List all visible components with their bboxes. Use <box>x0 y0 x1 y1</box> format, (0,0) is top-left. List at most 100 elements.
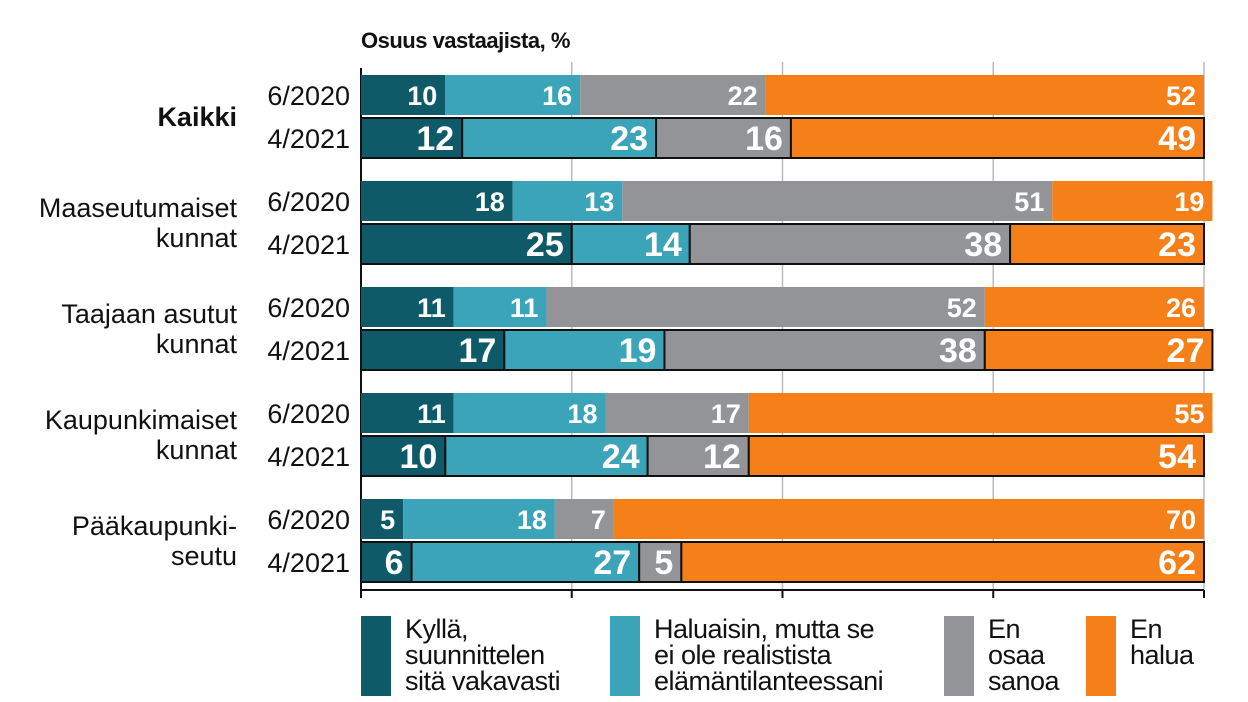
group-label: seutu <box>171 541 237 571</box>
data-label: 11 <box>417 293 446 323</box>
bar-segment <box>688 223 1012 265</box>
data-label: 62 <box>1158 544 1196 582</box>
bar-segment <box>360 329 506 371</box>
bar-segment <box>512 181 623 221</box>
legend-item-would-like: Haluaisin, mutta se ei ole realistista e… <box>610 614 884 696</box>
bar-segment <box>638 541 683 583</box>
legend-label: En osaa sanoa <box>988 614 1060 696</box>
data-label: 5 <box>380 505 395 535</box>
bar-segment <box>1052 181 1213 221</box>
data-label: 12 <box>703 438 741 476</box>
legend-swatch <box>361 616 391 696</box>
bar-segment <box>748 393 1213 433</box>
data-label: 18 <box>517 505 547 535</box>
period-label: 4/2021 <box>267 548 350 578</box>
legend-swatch <box>610 616 640 696</box>
bar-segment <box>765 75 1204 115</box>
bar-segment <box>461 117 658 159</box>
group-label: kunnat <box>156 435 238 465</box>
bar-segment <box>361 75 446 115</box>
legend-swatch <box>944 616 974 696</box>
bar-segment <box>361 287 454 327</box>
data-label: 6 <box>385 544 404 582</box>
bar-segment <box>680 541 1205 583</box>
bar-segment <box>445 75 581 115</box>
bar-segment <box>361 499 404 539</box>
bar-segment <box>554 499 614 539</box>
data-label: 13 <box>584 187 614 217</box>
bar-segment <box>646 435 750 477</box>
bar-segment <box>361 393 454 433</box>
data-label: 18 <box>475 187 505 217</box>
data-label: 16 <box>745 120 783 158</box>
period-label: 4/2021 <box>267 442 350 472</box>
bar-segment <box>1009 223 1205 265</box>
group-label: kunnat <box>156 223 238 253</box>
bar-segment <box>605 393 749 433</box>
data-label: 5 <box>654 544 673 582</box>
period-label: 6/2020 <box>267 187 350 217</box>
chart-subtitle: Osuus vastaajista, % <box>361 28 570 53</box>
bar-segment <box>453 393 606 433</box>
bar-segment <box>622 181 1053 221</box>
legend-item-no: En halua <box>1086 616 1194 696</box>
period-label: 6/2020 <box>267 399 350 429</box>
data-label: 16 <box>542 81 572 111</box>
data-label: 55 <box>1174 399 1204 429</box>
bar-segment <box>789 117 1205 159</box>
data-label: 38 <box>939 332 977 370</box>
data-label: 49 <box>1158 120 1196 158</box>
data-label: 18 <box>567 399 597 429</box>
bar-segment <box>747 435 1206 477</box>
bar-segment <box>546 287 985 327</box>
bar-segment <box>984 287 1204 327</box>
data-label: 22 <box>728 81 758 111</box>
data-label: 25 <box>526 226 564 264</box>
data-label: 24 <box>602 438 640 476</box>
data-label: 70 <box>1166 505 1196 535</box>
group-label: Pääkaupunki- <box>72 511 237 541</box>
period-label: 4/2021 <box>267 336 350 366</box>
legend-item-yes: Kyllä, suunnittelen sitä vakavasti <box>361 616 561 696</box>
group-label: Kaikki <box>157 102 237 132</box>
bar-segment <box>580 75 766 115</box>
group-label: Taajaan asutut <box>61 299 237 329</box>
data-label: 23 <box>610 120 648 158</box>
data-label: 26 <box>1166 293 1196 323</box>
data-label: 23 <box>1158 226 1196 264</box>
data-label: 12 <box>416 120 454 158</box>
data-label: 19 <box>619 332 657 370</box>
data-label: 14 <box>644 226 682 264</box>
data-label: 17 <box>711 399 741 429</box>
bar-segment <box>570 223 691 265</box>
period-label: 6/2020 <box>267 293 350 323</box>
data-label: 27 <box>1167 332 1205 370</box>
legend-label: Haluaisin, mutta se ei ole realistista e… <box>654 614 884 696</box>
period-label: 6/2020 <box>267 81 350 111</box>
bar-segment <box>361 181 513 221</box>
bar-segment <box>360 117 464 159</box>
bar-segment <box>410 541 641 583</box>
data-label: 51 <box>1014 187 1044 217</box>
legend-label: En halua <box>1130 614 1194 670</box>
data-label: 52 <box>947 293 977 323</box>
data-label: 38 <box>964 226 1002 264</box>
data-label: 7 <box>591 505 606 535</box>
group-label: Kaupunkimaiset <box>45 405 238 435</box>
bar-segment <box>613 499 1204 539</box>
data-label: 11 <box>417 399 446 429</box>
bar-segment <box>403 499 555 539</box>
period-label: 6/2020 <box>267 505 350 535</box>
group-label: kunnat <box>156 329 238 359</box>
data-label: 54 <box>1158 438 1196 476</box>
bar-segment <box>983 329 1214 371</box>
data-label: 10 <box>399 438 437 476</box>
data-label: 19 <box>1174 187 1204 217</box>
bar-segment <box>503 329 666 371</box>
data-label: 11 <box>510 293 539 323</box>
data-label: 27 <box>593 544 631 582</box>
data-label: 10 <box>407 81 437 111</box>
bar-segment <box>360 435 447 477</box>
group-label: Maaseutumaiset <box>39 193 238 223</box>
